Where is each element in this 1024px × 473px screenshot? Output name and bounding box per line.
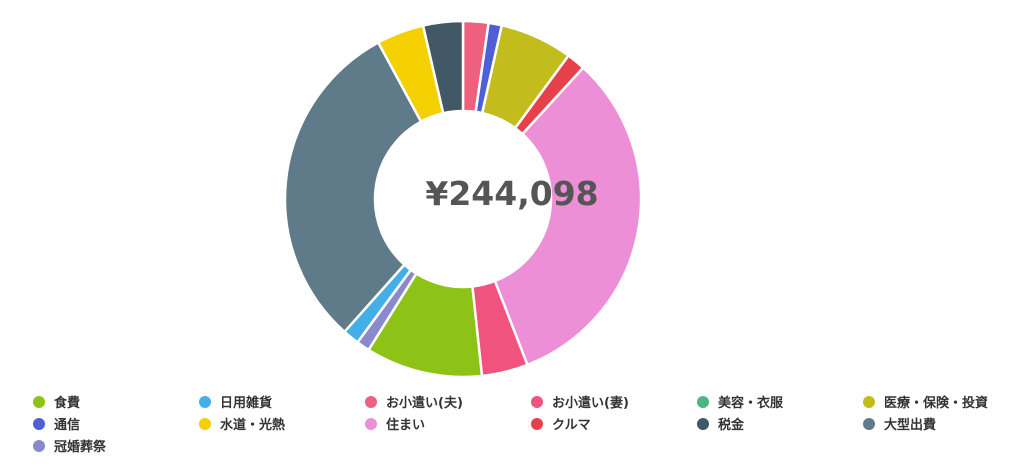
legend-marker-icon <box>199 395 211 408</box>
legend-label: 税金 <box>718 418 745 433</box>
legend-item[interactable]: 通信 <box>30 413 196 434</box>
legend-label: 食費 <box>54 396 81 411</box>
chart-legend: 食費 日用雑貨 お小遣い(夫) お小遣い(妻) 美容・衣服 医療・保険・投資通信 水道・光熱… <box>30 391 1020 456</box>
donut-chart: お小遣い(夫)通信医療・保険・投資クルマ住まいお小遣い(妻)食費冠婚葬祭日用雑貨… <box>283 19 643 379</box>
legend-label: 冠婚葬祭 <box>54 440 107 455</box>
legend-item[interactable]: 日用雑貨 <box>196 391 362 412</box>
legend-marker-icon <box>365 395 377 408</box>
legend-label: 医療・保険・投資 <box>884 396 989 411</box>
donut-slice[interactable]: 住まい <box>493 66 643 367</box>
legend-label: クルマ <box>552 418 591 433</box>
legend-marker-icon <box>697 395 709 408</box>
donut-slice[interactable]: 税金 <box>421 19 465 115</box>
legend-marker-icon <box>33 417 45 430</box>
legend-label: 日用雑貨 <box>220 396 273 411</box>
legend-label: お小遣い(夫) <box>386 396 463 411</box>
legend-item[interactable]: 水道・光熱 <box>196 413 362 434</box>
legend-marker-icon <box>863 395 875 408</box>
legend-item[interactable]: お小遣い(妻) <box>528 391 694 412</box>
legend-item[interactable]: クルマ <box>528 413 694 434</box>
legend-label: 住まい <box>386 418 426 433</box>
legend-item[interactable]: 住まい <box>362 413 528 434</box>
legend-label: お小遣い(妻) <box>552 396 629 411</box>
legend-item[interactable]: 食費 <box>30 391 196 412</box>
legend-marker-icon <box>33 439 45 452</box>
legend-marker-icon <box>697 417 709 430</box>
legend-marker-icon <box>531 395 543 408</box>
legend-item[interactable]: 美容・衣服 <box>694 391 860 412</box>
legend-item[interactable]: お小遣い(夫) <box>362 391 528 412</box>
legend-label: 水道・光熱 <box>220 418 286 433</box>
legend-label: 美容・衣服 <box>718 396 784 411</box>
legend-marker-icon <box>199 417 211 430</box>
legend-marker-icon <box>863 417 875 430</box>
legend-item[interactable]: 医療・保険・投資 <box>860 391 1020 412</box>
legend-label: 通信 <box>54 418 81 433</box>
legend-item[interactable]: 冠婚葬祭 <box>30 435 196 456</box>
legend-item[interactable]: 大型出費 <box>860 413 1020 434</box>
legend-marker-icon <box>365 417 377 430</box>
legend-label: 大型出費 <box>884 418 937 433</box>
donut-slice[interactable]: 大型出費 <box>283 41 423 334</box>
legend-marker-icon <box>531 417 543 430</box>
legend-marker-icon <box>33 395 45 408</box>
donut-chart-svg: お小遣い(夫)通信医療・保険・投資クルマ住まいお小遣い(妻)食費冠婚葬祭日用雑貨… <box>283 19 643 379</box>
legend-item[interactable]: 税金 <box>694 413 860 434</box>
